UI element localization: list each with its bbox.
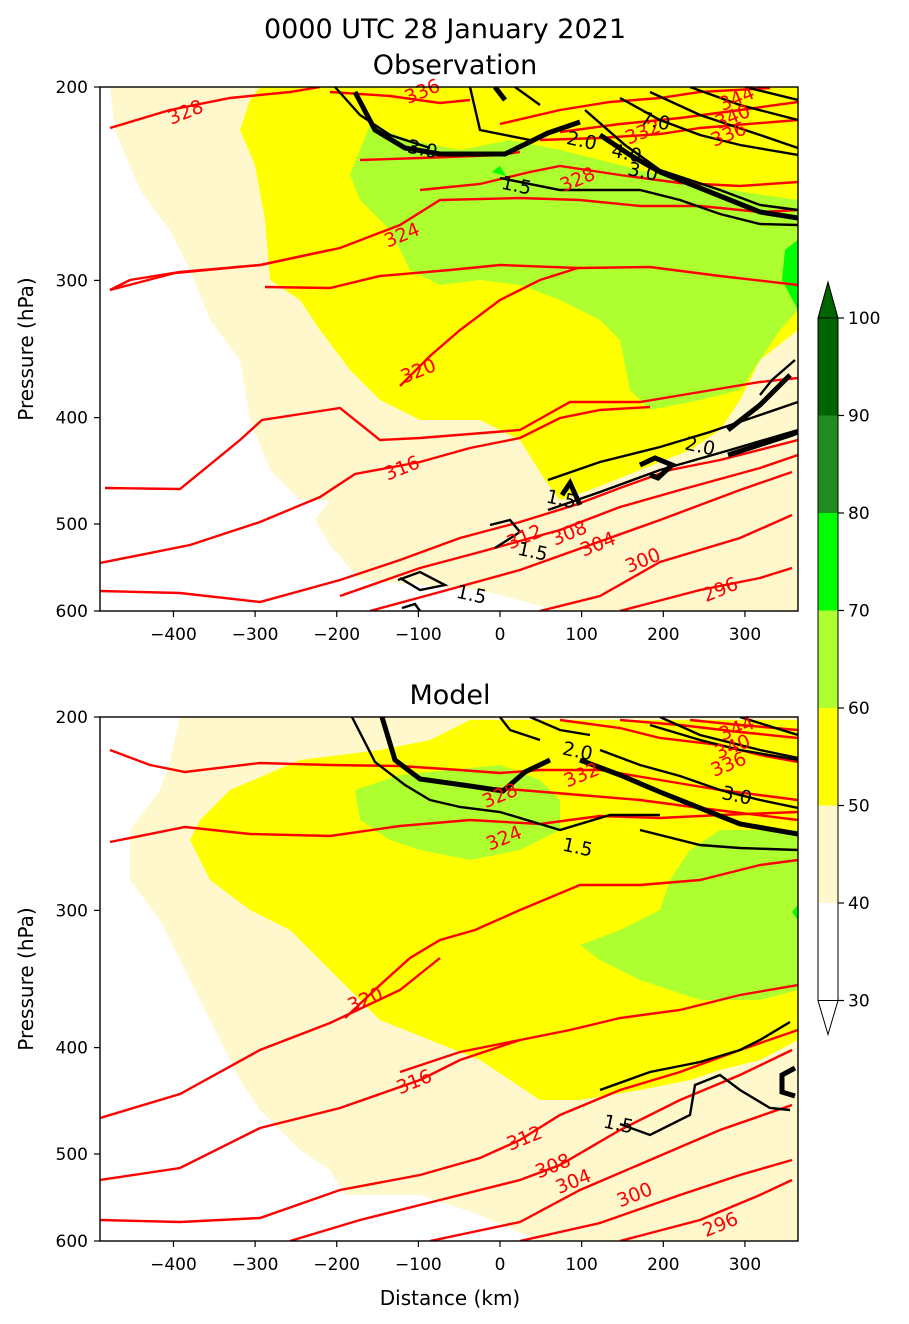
colorbar-max-extension <box>817 280 839 319</box>
x-tick-label: 200 <box>647 625 679 645</box>
colorbar-tick-label: 70 <box>848 602 870 622</box>
top-plot: 0000 UTC 28 January 2021 Observation <box>14 14 799 645</box>
colorbar-segment <box>818 903 838 1001</box>
top-axes-frame <box>99 86 799 612</box>
x-tick-label: −300 <box>232 625 279 645</box>
y-tick-label: 400 <box>56 409 88 429</box>
colorbar-tick-label: 40 <box>848 894 870 914</box>
y-tick-label: 500 <box>56 1145 88 1165</box>
colorbar-tick-label: 30 <box>848 992 870 1012</box>
top-x-axis: −400 −300 −200 −100 0 100 200 300 <box>150 611 761 645</box>
x-tick-label: 100 <box>565 1255 597 1275</box>
bottom-x-axis: −400 −300 −200 −100 0 100 200 300 <box>150 1241 761 1275</box>
bottom-axes-frame <box>99 716 799 1242</box>
x-tick-label: −300 <box>232 1255 279 1275</box>
top-y-axis: 200 300 400 500 600 <box>56 78 100 622</box>
x-tick-label: 0 <box>495 625 506 645</box>
y-tick-label: 600 <box>56 602 88 622</box>
figure-title: 0000 UTC 28 January 2021 <box>264 14 626 45</box>
bottom-shear-contours <box>350 717 798 1137</box>
x-tick-label: −400 <box>150 625 197 645</box>
rh-70-80-region <box>792 905 798 920</box>
bottom-theta-contours <box>100 718 798 1241</box>
x-tick-label: −400 <box>150 1255 197 1275</box>
x-tick-label: −200 <box>313 625 360 645</box>
x-tick-label: 200 <box>647 1255 679 1275</box>
y-tick-label: 400 <box>56 1039 88 1059</box>
top-shear-contours <box>334 87 798 611</box>
rh-70-80-region <box>492 166 506 176</box>
y-tick-label: 200 <box>56 708 88 728</box>
x-tick-label: 300 <box>729 1255 761 1275</box>
colorbar-tick-label: 100 <box>848 309 880 329</box>
y-tick-label: 600 <box>56 1232 88 1252</box>
colorbar-min-extension <box>817 1000 839 1037</box>
colorbar-segment <box>818 318 838 416</box>
bottom-y-axis: 200 300 400 500 600 <box>56 708 100 1252</box>
bottom-filled-contours <box>100 717 798 1241</box>
colorbar-tick-label: 50 <box>848 797 870 817</box>
top-theta-contours <box>100 87 798 611</box>
y-tick-label: 500 <box>56 515 88 535</box>
top-y-axis-label: Pressure (hPa) <box>14 277 38 420</box>
y-tick-label: 300 <box>56 271 88 291</box>
colorbar-segment <box>818 708 838 806</box>
colorbar-segment <box>818 610 838 708</box>
y-tick-label: 300 <box>56 901 88 921</box>
rh-70-80-region <box>782 240 798 310</box>
x-tick-label: 0 <box>495 1255 506 1275</box>
x-tick-label: −200 <box>313 1255 360 1275</box>
colorbar-segment <box>818 415 838 513</box>
x-tick-label: 300 <box>729 625 761 645</box>
colorbar-frame <box>817 317 839 1001</box>
colorbar-segment <box>818 513 838 611</box>
colorbar-tick-label: 60 <box>848 699 870 719</box>
x-tick-label: −100 <box>395 625 442 645</box>
x-axis-label: Distance (km) <box>380 1286 520 1310</box>
rh-60-70-region <box>580 830 798 1000</box>
colorbar-tick-label: 90 <box>848 407 870 427</box>
colorbar-tick-label: 80 <box>848 504 870 524</box>
colorbar-segment <box>818 805 838 903</box>
x-tick-label: 100 <box>565 625 597 645</box>
top-filled-contours <box>100 87 798 611</box>
bottom-plot: Model <box>14 680 799 1310</box>
bottom-y-axis-label: Pressure (hPa) <box>14 907 38 1050</box>
bottom-panel-title: Model <box>409 680 490 711</box>
colorbar: 30 40 50 60 70 80 90 100 <box>817 280 880 1037</box>
top-panel-title: Observation <box>373 50 537 81</box>
x-tick-label: −100 <box>395 1255 442 1275</box>
y-tick-label: 200 <box>56 78 88 98</box>
